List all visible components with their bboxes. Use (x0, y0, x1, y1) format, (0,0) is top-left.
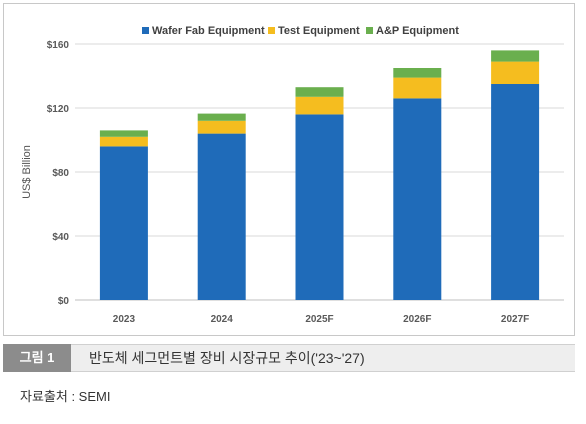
legend-swatch (142, 27, 149, 34)
bar-segment (99, 146, 148, 300)
bar-segment (393, 98, 442, 301)
source-note: 자료출처 : SEMI (20, 389, 111, 404)
bar-segment (295, 114, 344, 301)
y-tick-label: $80 (52, 168, 69, 179)
legend-label: Test Equipment (278, 25, 360, 37)
x-tick-label: 2024 (211, 314, 234, 325)
y-tick-label: $0 (58, 296, 70, 307)
bar-segment (99, 130, 148, 137)
bar-segment (197, 120, 246, 134)
legend-swatch (366, 27, 373, 34)
bar-segment (393, 68, 442, 78)
legend-label: Wafer Fab Equipment (152, 25, 265, 37)
bar-segment (491, 61, 540, 84)
x-tick-label: 2026F (403, 314, 431, 325)
figure-caption-bar: 그림 1 반도체 세그먼트별 장비 시장규모 추이('23~'27) (3, 344, 575, 372)
bar-segment (197, 113, 246, 121)
bar-segment (197, 133, 246, 300)
bar-segment (295, 87, 344, 97)
legend-swatch (268, 27, 275, 34)
chart-frame: Wafer Fab Equipment Test Equipment A&P Equ… (3, 3, 575, 336)
bar-segment (99, 136, 148, 147)
x-axis-ticks: 2023 2024 2025F 2026F 2027F (113, 314, 530, 325)
bars (99, 50, 540, 301)
legend-label: A&P Equipment (376, 25, 459, 37)
figure-number-tag: 그림 1 (3, 344, 71, 372)
bar-segment (491, 50, 540, 62)
y-tick-label: $160 (47, 40, 70, 51)
x-tick-label: 2023 (113, 314, 136, 325)
y-tick-label: $120 (47, 104, 70, 115)
x-tick-label: 2025F (305, 314, 333, 325)
bar-chart: Wafer Fab Equipment Test Equipment A&P Equ… (21, 25, 564, 325)
bar-segment (491, 84, 540, 300)
x-tick-label: 2027F (501, 314, 529, 325)
y-axis-label: US$ Billion (21, 145, 33, 199)
figure-caption: 반도체 세그먼트별 장비 시장규모 추이('23~'27) (89, 350, 365, 366)
y-tick-label: $40 (52, 232, 69, 243)
y-axis-ticks: $0 $40 $80 $120 $160 (47, 40, 70, 307)
bar-segment (393, 77, 442, 99)
bar-segment (295, 96, 344, 115)
legend: Wafer Fab Equipment Test Equipment A&P Equ… (142, 25, 459, 37)
